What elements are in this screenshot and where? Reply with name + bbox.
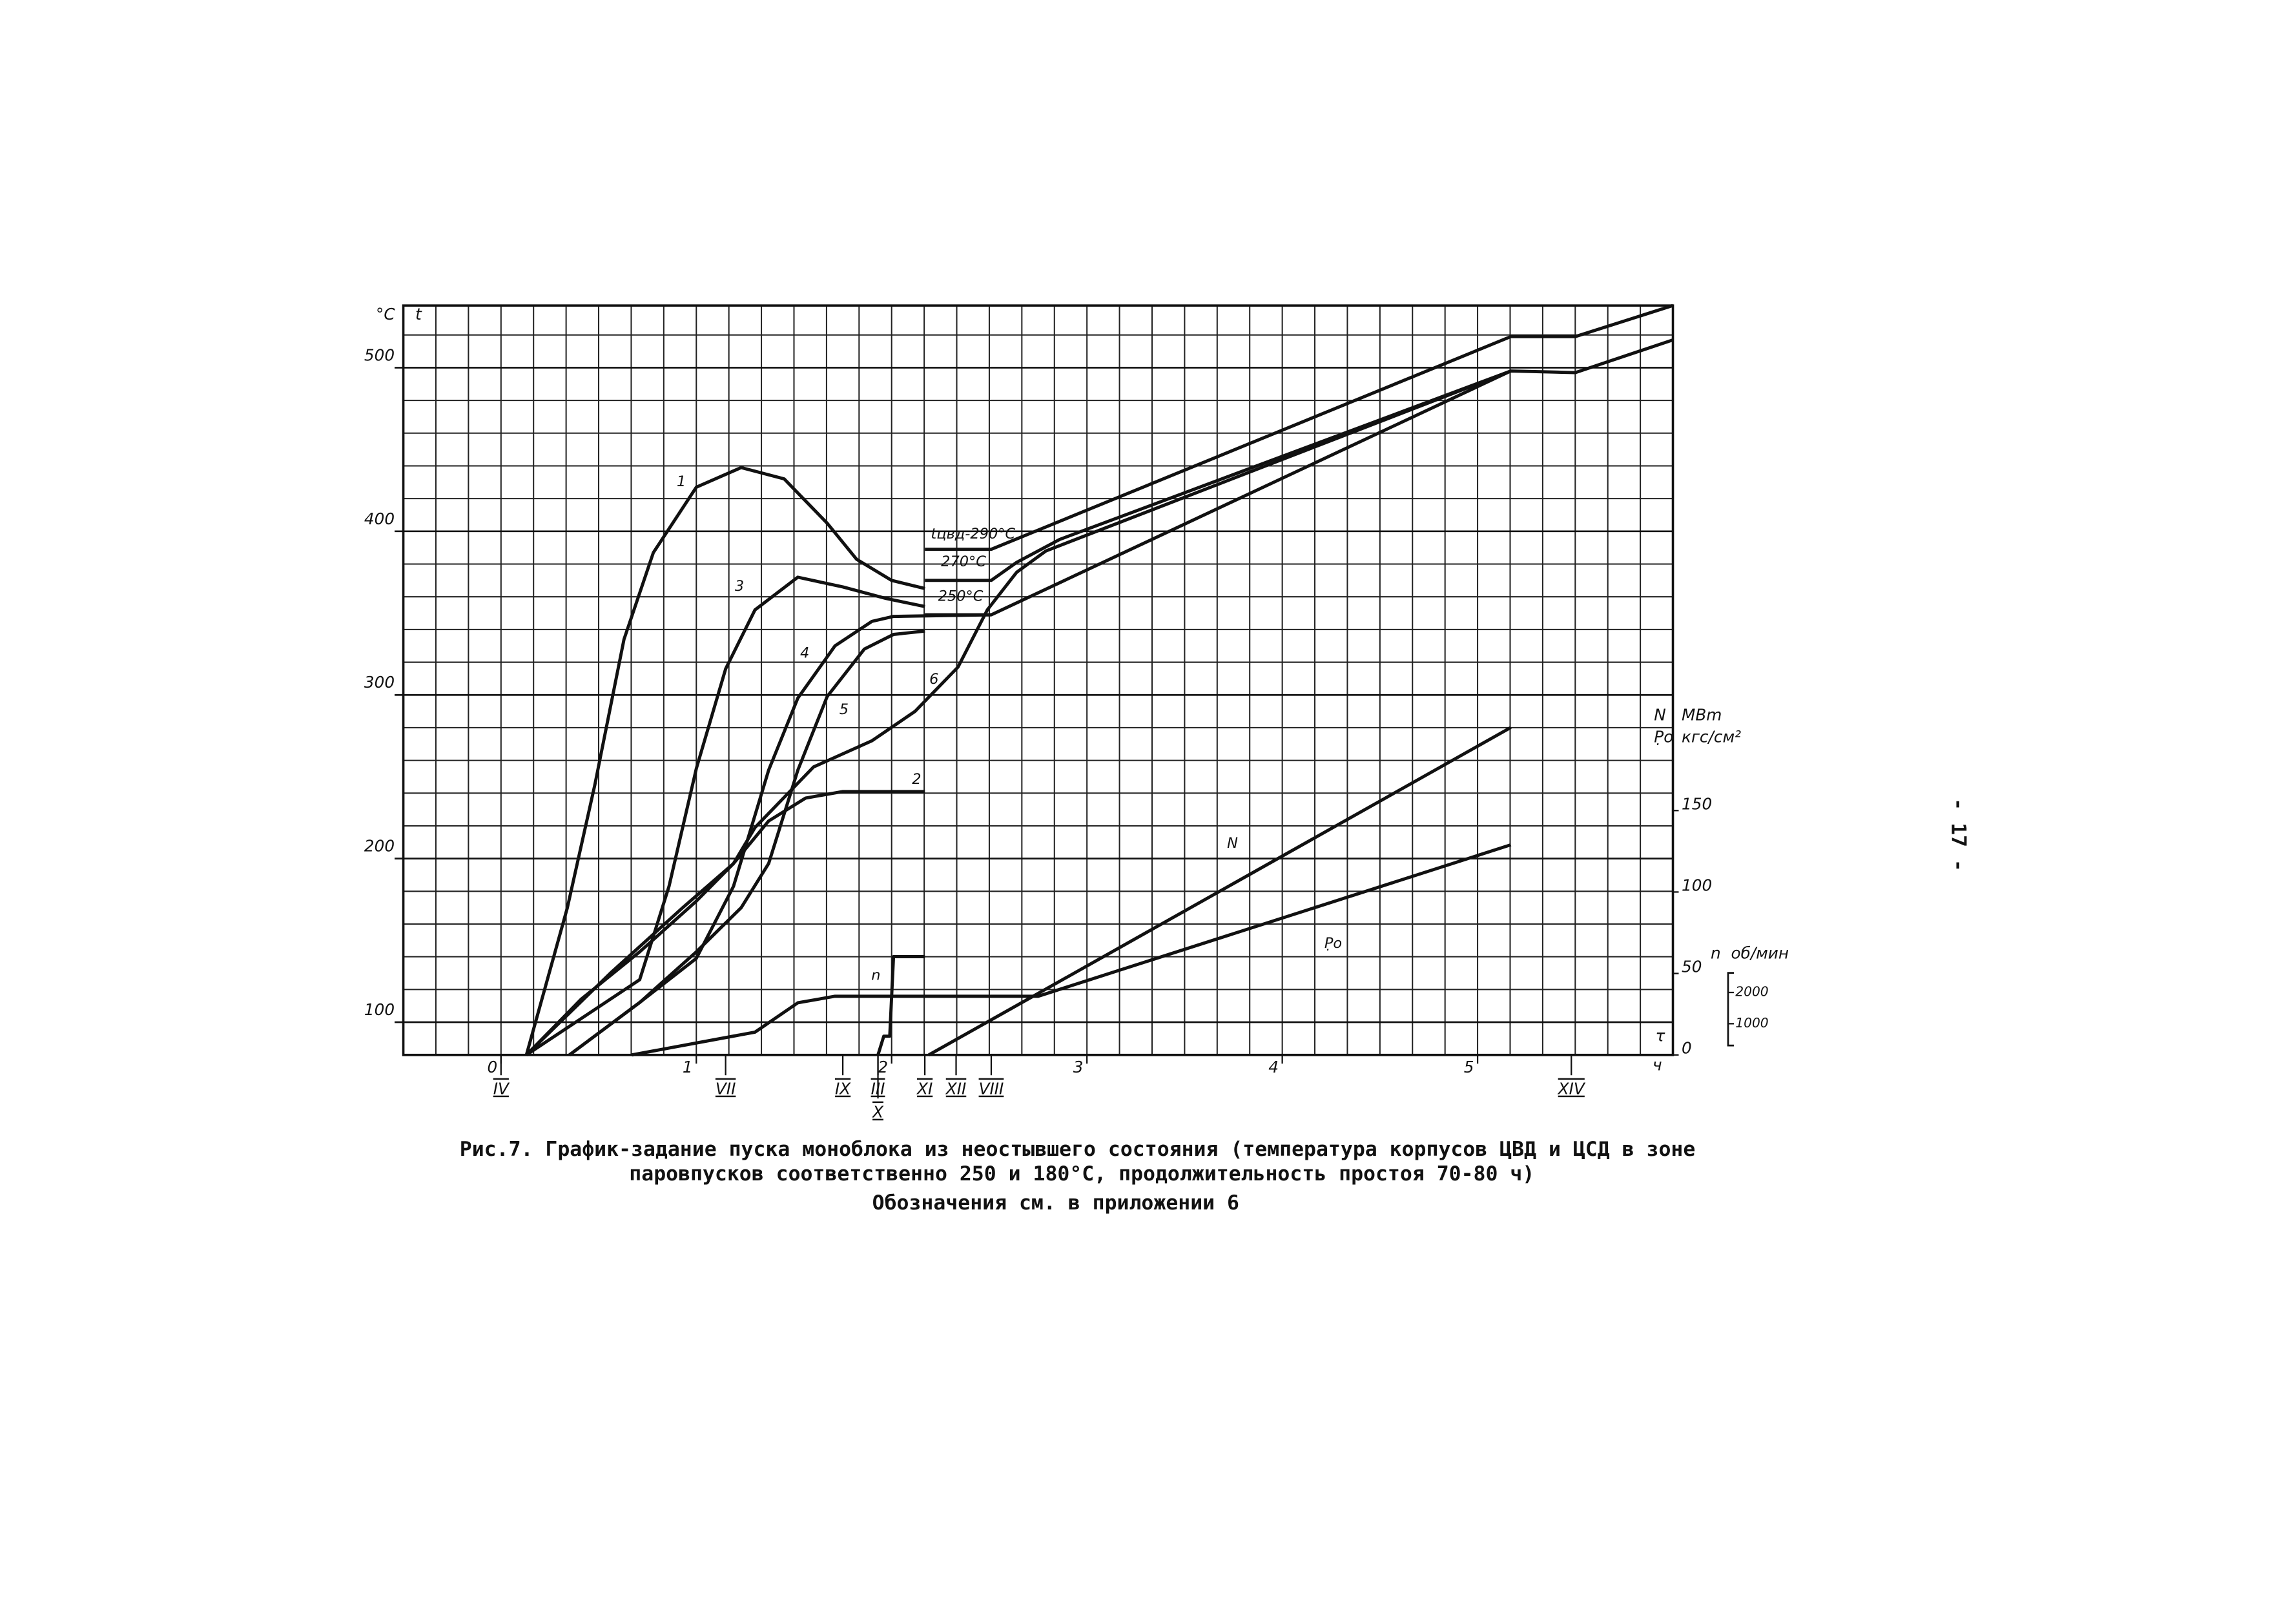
- x-unit: ч: [1653, 1056, 1662, 1074]
- caption-line2: паровпусков соответственно 250 и 180°С, …: [629, 1162, 1534, 1186]
- y-tick-label: 200: [364, 837, 395, 856]
- curve-label: P̣o: [1324, 935, 1342, 952]
- y2-tick-label: 0: [1682, 1039, 1692, 1058]
- y3-tick-label: 2000: [1735, 983, 1768, 999]
- x-tick-label: 4: [1268, 1058, 1279, 1076]
- x-tick-label: 5: [1464, 1058, 1474, 1076]
- event-label: X: [871, 1103, 884, 1122]
- curve: [925, 338, 1674, 582]
- curve: [524, 466, 925, 1056]
- y2-unit-b: кгс/см²: [1682, 727, 1741, 746]
- curve: [525, 369, 1512, 1056]
- event-label: VII: [716, 1080, 736, 1098]
- plot-frame: [402, 304, 1674, 1056]
- page-number: - 17 -: [1946, 798, 1970, 872]
- y2-label: N: [1654, 706, 1666, 725]
- y3-bracket: [1727, 972, 1734, 1047]
- y-label: t: [415, 305, 422, 324]
- x-label: τ: [1656, 1027, 1665, 1045]
- y-tick-label: 500: [364, 345, 395, 364]
- curve-label: N: [1227, 835, 1238, 852]
- curve-label: 2: [912, 771, 921, 788]
- curve-label: tцвд-290°C: [931, 526, 1015, 542]
- y2-label-b: P̣o: [1654, 727, 1673, 746]
- x-tick-label: 1: [683, 1058, 693, 1076]
- curve-label: 270°C: [941, 553, 986, 570]
- y2-tick-label: 50: [1682, 958, 1702, 976]
- y2-tick-label: 150: [1682, 794, 1712, 813]
- curve: [568, 629, 925, 1056]
- y2-unit: MBm: [1682, 706, 1722, 725]
- event-label: XIV: [1557, 1080, 1586, 1098]
- y-tick-label: 300: [364, 673, 395, 692]
- x-tick-label: 0: [487, 1058, 497, 1076]
- x-tick-label: 3: [1073, 1058, 1084, 1076]
- caption-note: Обозначения см. в приложении 6: [872, 1191, 1239, 1215]
- curve: [928, 726, 1512, 1056]
- curve: [925, 369, 1512, 617]
- x-tick-label: 2: [878, 1058, 888, 1076]
- y3-label: n: [1711, 943, 1721, 962]
- y-unit: °C: [376, 305, 395, 324]
- event-label: XI: [916, 1080, 932, 1098]
- curve: [925, 303, 1674, 551]
- y3-tick-label: 1000: [1735, 1015, 1768, 1031]
- curve-label: n: [871, 967, 880, 984]
- event-label: VIII: [979, 1080, 1004, 1098]
- event-label: IV: [493, 1080, 510, 1098]
- curve: [568, 613, 992, 1056]
- y-tick-label: 100: [364, 1000, 395, 1019]
- curve-label: 250°C: [938, 588, 984, 605]
- caption: Рис.7. График-задание пуска моноблока из…: [460, 1138, 1696, 1161]
- curve-label: 5: [840, 701, 849, 718]
- y2-tick-label: 100: [1682, 876, 1712, 894]
- curve-label: 4: [800, 644, 809, 661]
- curve: [876, 954, 925, 1056]
- event-label: IX: [835, 1080, 851, 1098]
- curve-label: 1: [677, 473, 686, 490]
- y-tick-label: 400: [364, 509, 395, 528]
- curve-label: 3: [735, 578, 744, 595]
- curve: [631, 843, 1512, 1057]
- y3-unit: об/мин: [1731, 943, 1789, 962]
- curve-label: 6: [929, 671, 938, 688]
- event-label: XII: [945, 1080, 967, 1098]
